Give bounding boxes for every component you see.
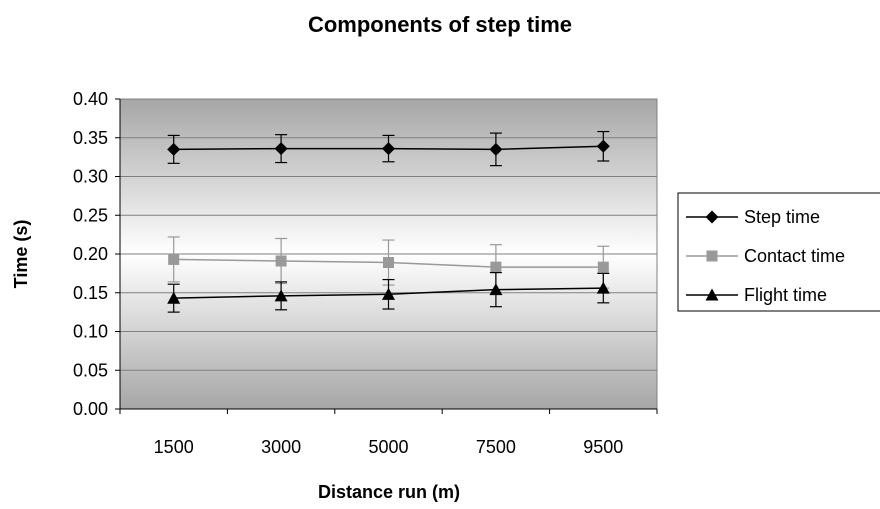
data-point [490,261,502,273]
data-point [597,261,609,273]
series-contact-time [167,236,610,291]
gridlines [120,98,657,371]
y-tick-label: 0.30 [73,167,108,187]
y-tick-label: 0.15 [73,283,108,303]
x-axis-title: Distance run (m) [318,482,460,502]
series-layer [167,130,610,313]
legend-marker [705,210,719,224]
x-tick-label: 1500 [154,437,194,457]
legend: Step time Contact time Flight time [677,192,880,312]
data-point [274,142,288,156]
legend-label: Step time [744,207,820,227]
y-axis-title: Time (s) [11,220,31,289]
legend-label: Flight time [744,285,827,305]
data-point [596,281,610,294]
legend-marker [706,250,718,262]
chart-title: Components of step time [308,12,572,37]
y-tick-label: 0.40 [73,89,108,109]
legend-marker [705,288,719,301]
x-tick-label: 9500 [583,437,623,457]
data-point [382,142,395,156]
data-point [274,289,288,302]
data-point [382,287,395,300]
y-tick-label: 0.35 [73,128,108,148]
legend-items: Step time Contact time Flight time [686,207,845,305]
y-tick-label: 0.10 [73,322,108,342]
legend-label: Contact time [744,246,845,266]
data-point [167,142,181,156]
data-point [275,255,287,267]
x-tick-label: 5000 [368,437,408,457]
data-point [596,139,610,153]
data-point [489,142,503,156]
series-step-time [167,130,610,167]
y-tick-label: 0.20 [73,244,108,264]
y-tick-label: 0.00 [73,399,108,419]
series-flight-time [167,272,610,313]
x-tick-label: 3000 [261,437,301,457]
tick-labels: 0.00 0.05 0.10 0.15 0.20 0.25 0.30 0.35 0.40 1500… [73,89,623,457]
data-point [167,291,181,304]
y-tick-label: 0.25 [73,205,108,225]
data-point [383,257,394,269]
y-tick-label: 0.05 [73,360,108,380]
axes [115,98,658,414]
x-tick-label: 7500 [476,437,516,457]
data-point [168,253,180,265]
data-point [489,283,503,296]
